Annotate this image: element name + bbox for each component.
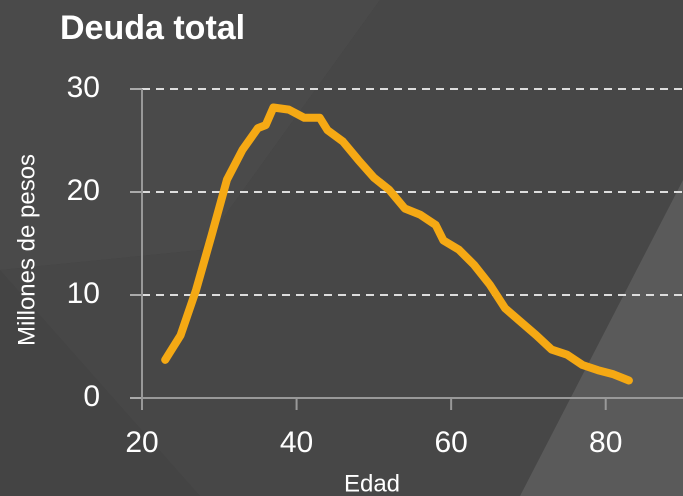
y-tick-label: 10 bbox=[67, 277, 100, 310]
x-tick-label: 20 bbox=[125, 426, 158, 459]
x-tick-label: 60 bbox=[434, 426, 467, 459]
x-tick-label: 80 bbox=[589, 426, 622, 459]
y-tick-label: 0 bbox=[83, 380, 100, 413]
x-axis-label: Edad bbox=[344, 470, 400, 496]
y-tick-label: 20 bbox=[67, 174, 100, 207]
decor bbox=[0, 0, 380, 270]
decor bbox=[520, 180, 683, 496]
y-axis-label: Millones de pesos bbox=[13, 154, 40, 346]
x-tick-label: 40 bbox=[280, 426, 313, 459]
y-tick-label: 30 bbox=[67, 71, 100, 104]
chart-title: Deuda total bbox=[60, 9, 245, 47]
data-line bbox=[161, 103, 633, 385]
